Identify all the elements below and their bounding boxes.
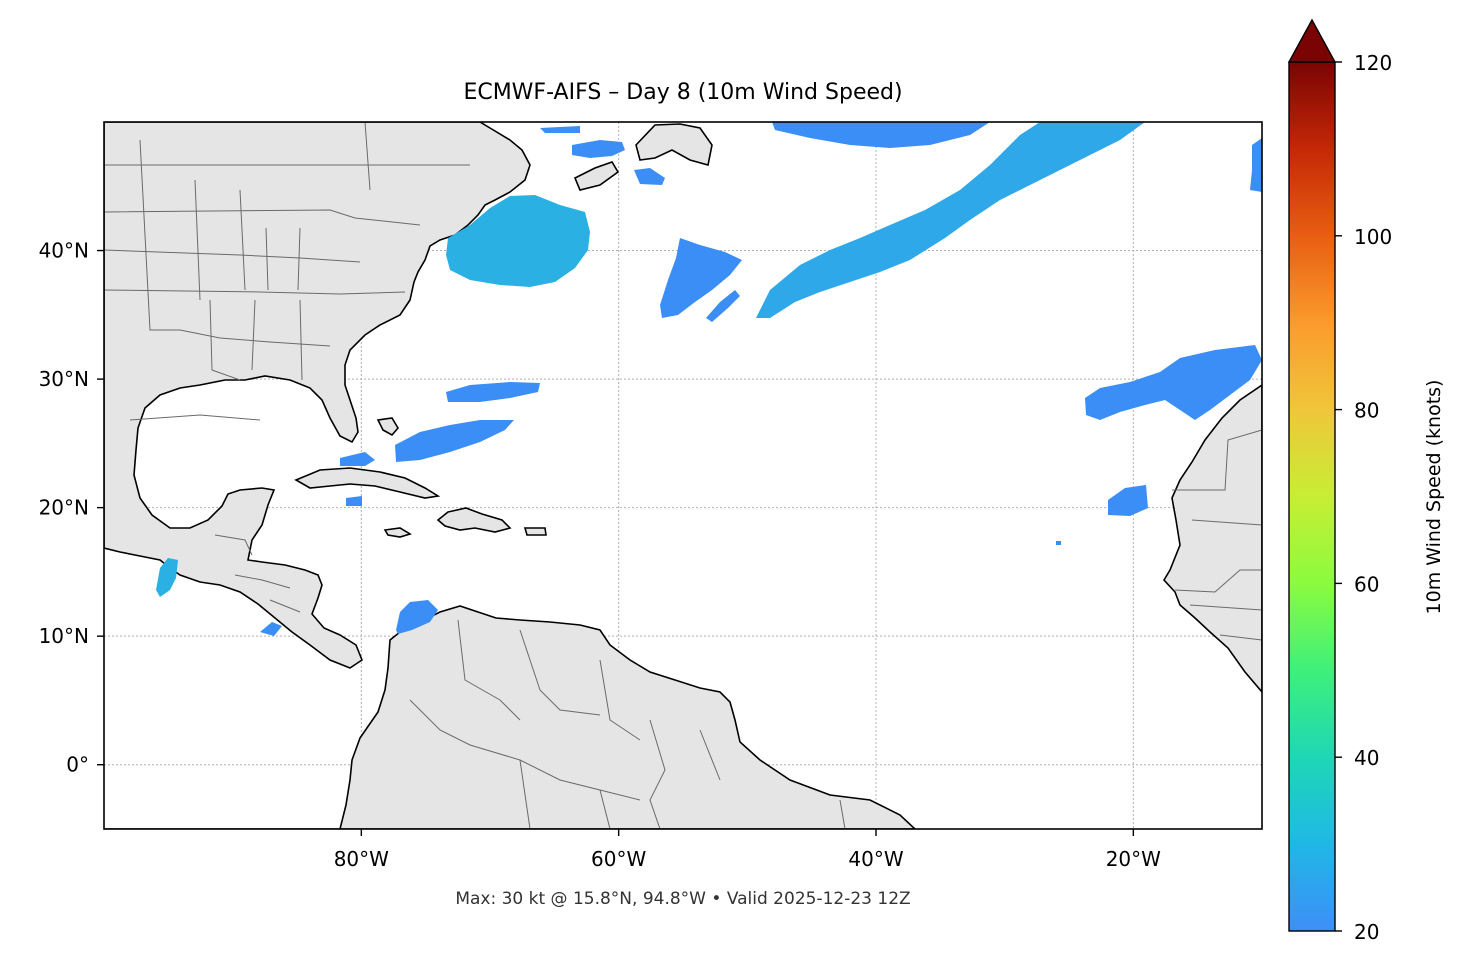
wind-patch-far-east-edge	[1250, 138, 1262, 192]
y-tick-label: 30°N	[39, 367, 89, 391]
wind-patch-canaries	[1108, 485, 1148, 516]
y-axis-ticks: 40°N 30°N 20°N 10°N 0°	[39, 239, 104, 777]
wind-patch-grand-banks-2	[634, 168, 665, 185]
wind-patch-caribbean-south	[396, 600, 438, 634]
y-tick-label: 10°N	[39, 624, 89, 648]
wind-patch-azores	[1085, 345, 1262, 420]
political-borders	[104, 122, 1262, 829]
land-nova-scotia	[573, 161, 620, 191]
colorbar-extend-arrow	[1287, 18, 1337, 63]
colorbar-tick-label: 80	[1354, 399, 1379, 423]
wind-patch-mid-atlantic-2	[706, 290, 740, 322]
land-areas	[104, 122, 1262, 829]
colorbar-label: 10m Wind Speed (knots)	[1423, 380, 1445, 615]
wind-patch-north-band-top	[772, 122, 990, 148]
wind-patch-cayman	[346, 496, 362, 506]
y-tick-label: 20°N	[39, 496, 89, 520]
wind-patch-north-atlantic-band	[756, 122, 1145, 318]
colorbar-tick-label: 100	[1354, 225, 1392, 249]
y-tick-label: 40°N	[39, 239, 89, 263]
land-newfoundland	[635, 123, 713, 167]
x-tick-label: 40°W	[848, 847, 903, 871]
colorbar-tick-label: 40	[1354, 746, 1379, 770]
land-bahamas	[376, 417, 399, 437]
map-title: ECMWF-AIFS – Day 8 (10m Wind Speed)	[463, 80, 902, 105]
land-hispaniola	[436, 507, 512, 533]
colorbar-ticks: 120 100 80 60 40 20	[1335, 51, 1392, 944]
map-frame	[103, 121, 1263, 830]
x-tick-label: 80°W	[334, 847, 389, 871]
land-africa	[1163, 384, 1262, 694]
wind-patch-labrador	[540, 126, 580, 133]
land-puerto-rico	[523, 527, 547, 536]
wind-patch-bermuda-south	[446, 382, 540, 402]
y-tick-label: 0°	[66, 753, 89, 777]
x-tick-label: 60°W	[591, 847, 646, 871]
map-panel	[104, 122, 1262, 829]
land-cuba	[294, 467, 441, 499]
wind-patch-grand-banks	[572, 140, 625, 158]
wind-speed-field	[156, 122, 1262, 636]
land-north-america	[104, 122, 531, 669]
colorbar-gradient	[1288, 61, 1336, 932]
wind-patch-cape-verde-dot	[1056, 541, 1061, 545]
x-axis-ticks: 80°W 60°W 40°W 20°W	[334, 829, 1161, 871]
x-tick-label: 20°W	[1106, 847, 1161, 871]
colorbar-tick-label: 120	[1354, 51, 1392, 75]
wind-patch-gulf-of-maine	[446, 195, 590, 287]
wind-patch-papagayo	[260, 622, 282, 636]
wind-patch-tehuantepec	[156, 558, 178, 597]
wind-patch-mid-atlantic	[660, 238, 742, 318]
colorbar-tick-label: 60	[1354, 572, 1379, 596]
land-jamaica	[383, 527, 412, 538]
colorbar-tick-label: 20	[1354, 920, 1379, 944]
colorbar: 120 100 80 60 40 20 10m Wind Speed (knots)	[1287, 18, 1445, 944]
wind-patch-florida-straits	[340, 452, 375, 466]
land-south-america	[104, 605, 917, 829]
wind-patch-bahamas-east	[395, 420, 514, 462]
map-footer: Max: 30 kt @ 15.8°N, 94.8°W • Valid 2025…	[455, 889, 910, 909]
